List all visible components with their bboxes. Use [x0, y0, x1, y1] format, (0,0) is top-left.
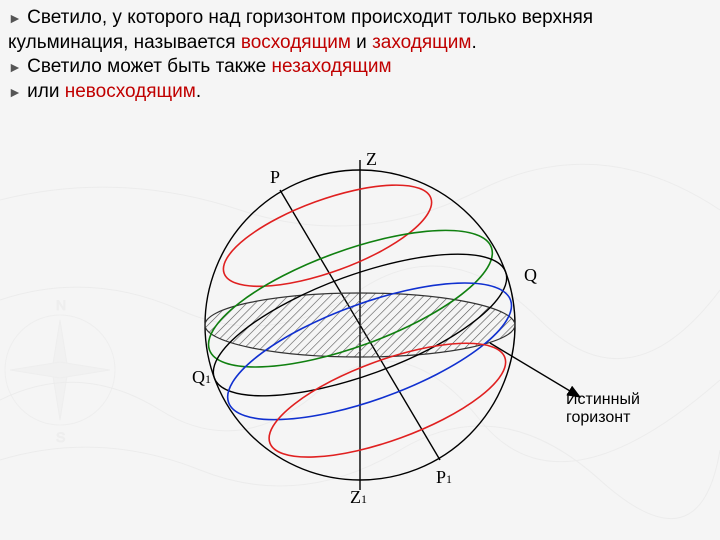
- label-Q1: Q1: [192, 367, 211, 388]
- text-span: Светило может быть также: [27, 56, 271, 77]
- text-highlight: заходящим: [372, 32, 471, 53]
- text-span: .: [471, 32, 476, 53]
- label-Z1: Z1: [350, 487, 367, 508]
- description-text: ► Светило, у которого над горизонтом про…: [8, 6, 712, 105]
- svg-text:S: S: [56, 429, 65, 445]
- label-Q: Q: [524, 265, 537, 286]
- bullet-icon: ►: [8, 59, 22, 75]
- text-highlight: невосходящим: [65, 81, 196, 102]
- circle-red: [212, 164, 443, 307]
- svg-text:N: N: [56, 297, 66, 313]
- bullet-icon: ►: [8, 10, 22, 26]
- text-highlight: незаходящим: [272, 56, 392, 77]
- label-Z: Z: [366, 149, 377, 170]
- label-P1: P1: [436, 467, 452, 488]
- label-P: P: [270, 167, 280, 188]
- text-span: .: [196, 81, 201, 102]
- text-span: и: [351, 32, 372, 53]
- text-highlight: восходящим: [241, 32, 351, 53]
- label-horizon: Истинный горизонт: [566, 391, 640, 427]
- celestial-sphere-diagram: P Z Q Q1 Z1 P1 Истинный горизонт: [160, 135, 560, 535]
- text-span: или: [27, 81, 65, 102]
- bullet-icon: ►: [8, 84, 22, 100]
